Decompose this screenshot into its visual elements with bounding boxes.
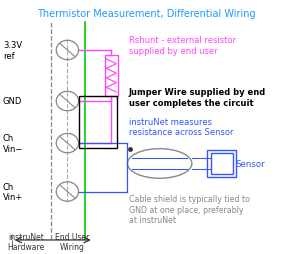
Bar bbox=[79, 97, 117, 149]
Text: Thermistor Measurement, Differential Wiring: Thermistor Measurement, Differential Wir… bbox=[37, 9, 256, 19]
Text: End User
Wiring: End User Wiring bbox=[55, 232, 89, 251]
Bar bbox=[211, 154, 233, 174]
Text: Rshunt - external resistor
supplied by end user: Rshunt - external resistor supplied by e… bbox=[129, 36, 236, 55]
Text: Ch
Vin−: Ch Vin− bbox=[3, 134, 23, 153]
Text: Jumper Wire supplied by end
user completes the circuit: Jumper Wire supplied by end user complet… bbox=[129, 88, 266, 107]
Text: 3.3V
ref: 3.3V ref bbox=[3, 41, 22, 60]
Text: instruNet
Hardware: instruNet Hardware bbox=[8, 232, 45, 251]
Text: Cable shield is typically tied to
GND at one place, preferably
at instruNet: Cable shield is typically tied to GND at… bbox=[129, 195, 250, 224]
Text: Sensor: Sensor bbox=[236, 159, 266, 168]
Bar bbox=[105, 56, 118, 97]
Bar bbox=[207, 151, 236, 177]
Text: GND: GND bbox=[3, 97, 22, 106]
Text: Ch
Vin+: Ch Vin+ bbox=[3, 182, 23, 201]
Text: instruNet measures
resistance across Sensor: instruNet measures resistance across Sen… bbox=[129, 117, 233, 137]
